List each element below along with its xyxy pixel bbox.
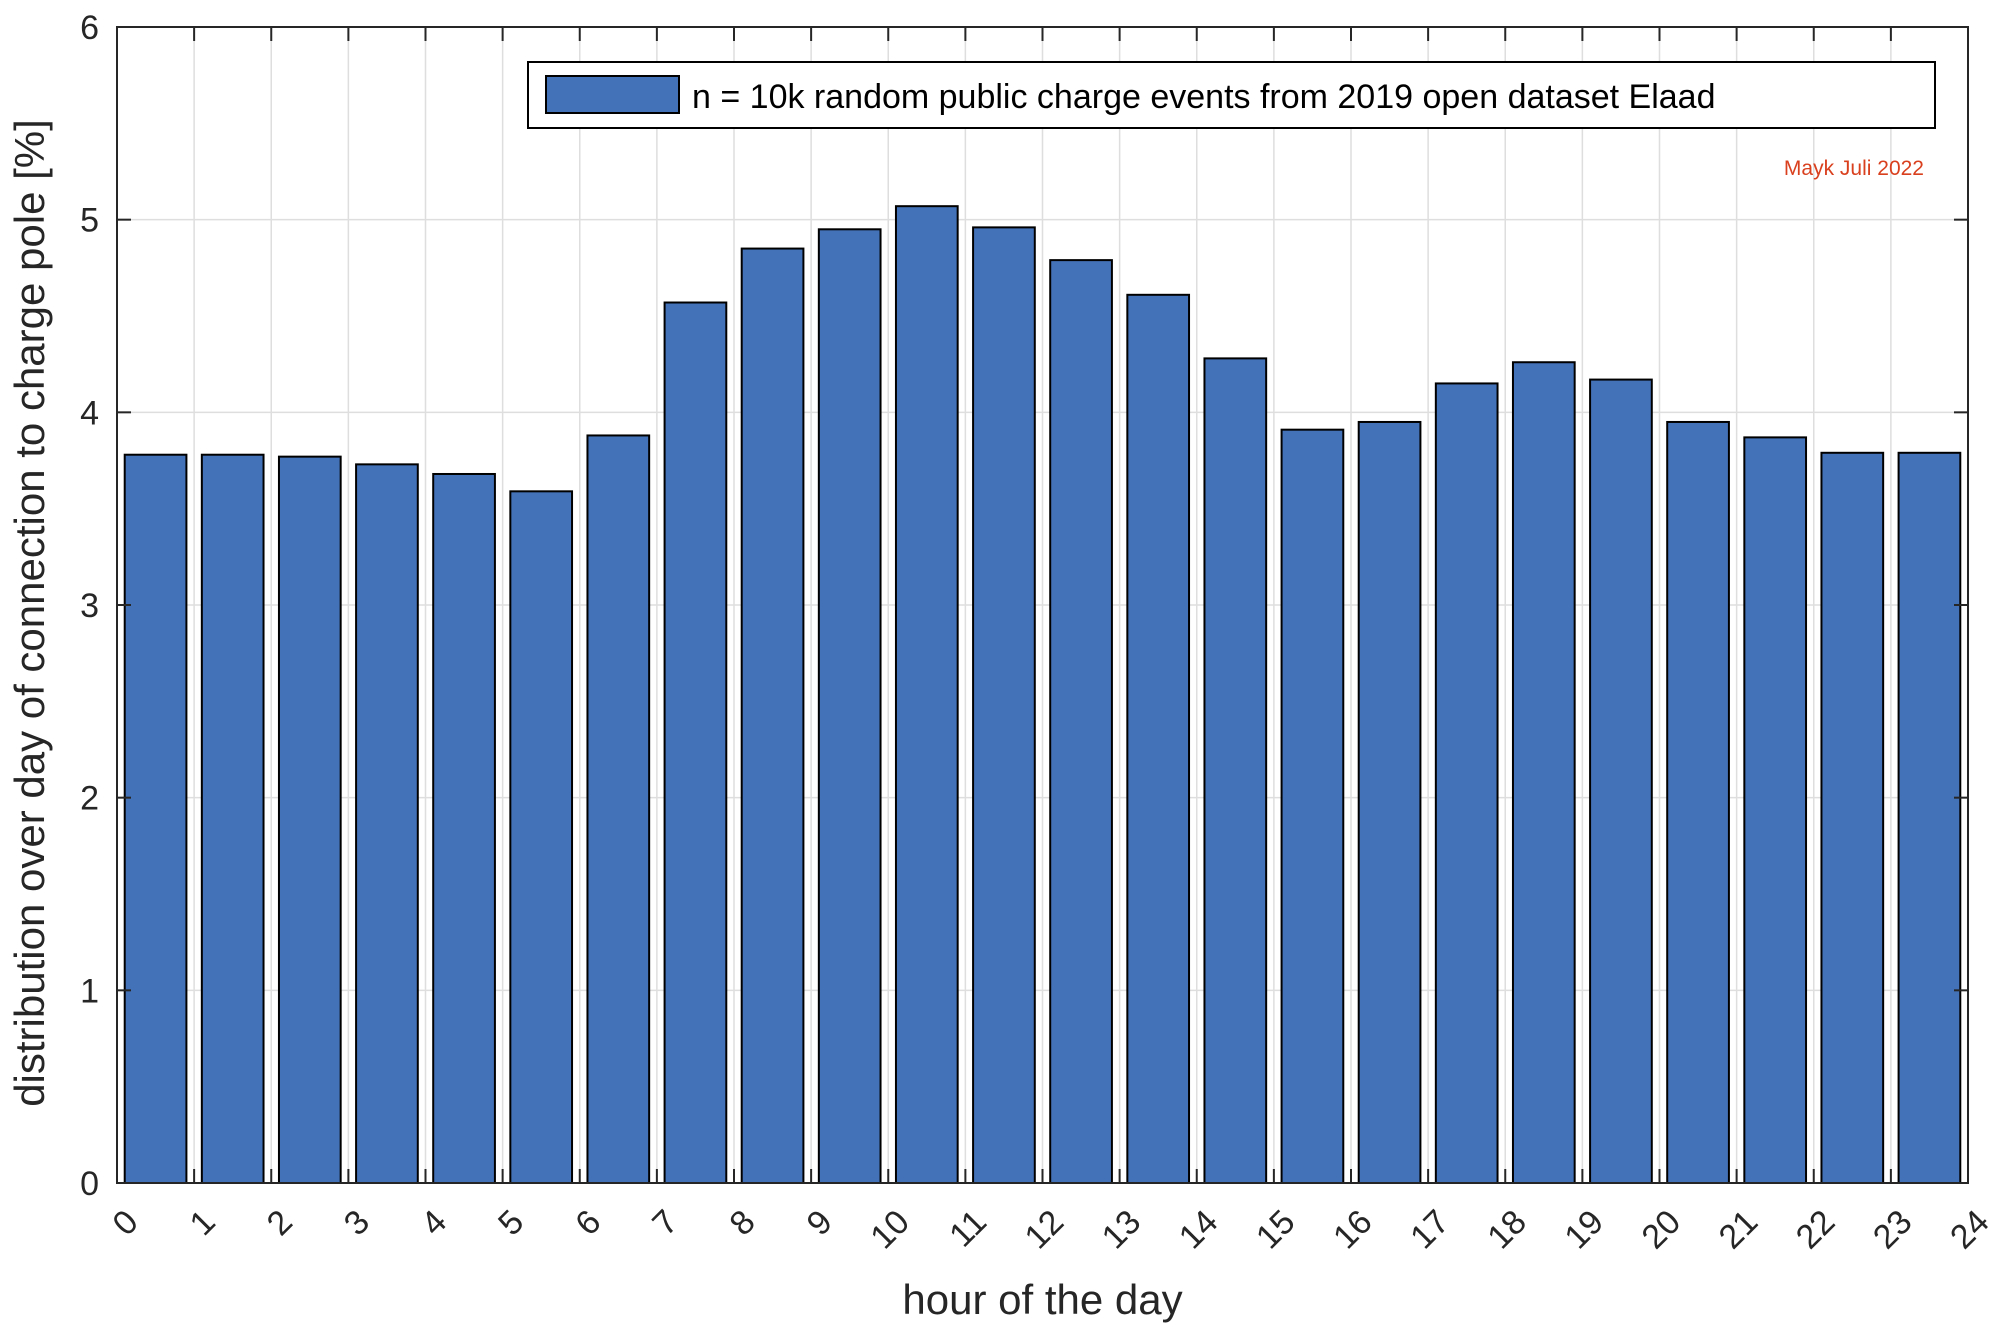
bar-hour-11 (972, 226, 1036, 1184)
author-annotation: Mayk Juli 2022 (1784, 157, 1924, 180)
x-tick-label: 10 (863, 1203, 917, 1257)
bar-hour-9 (817, 228, 882, 1185)
x-tick-label: 14 (1172, 1203, 1226, 1257)
bar-hour-13 (1126, 293, 1191, 1185)
bar-hour-17 (1434, 382, 1499, 1184)
x-axis-label: hour of the day (902, 1276, 1182, 1323)
x-tick-label: 1 (183, 1203, 223, 1243)
x-axis-tick-labels: 0 1 2 3 4 5 6 7 8 9 10 11 12 13 14 15 16 17 18 19 20 21 22 23 24 (105, 1203, 1996, 1257)
bar-hour-2 (277, 455, 342, 1184)
bar-hour-19 (1589, 378, 1653, 1184)
y-tick-label: 2 (80, 780, 99, 818)
x-tick-label: 21 (1712, 1203, 1766, 1257)
bar-hour-0 (123, 453, 188, 1185)
x-tick-label: 12 (1018, 1203, 1072, 1257)
x-tick-label: 18 (1480, 1203, 1534, 1257)
legend-swatch (545, 75, 680, 114)
x-tick-label: 20 (1635, 1203, 1689, 1257)
bar-hour-3 (355, 463, 419, 1184)
bar-hour-5 (509, 490, 574, 1184)
bars (123, 205, 1962, 1185)
legend: n = 10k random public charge events from… (527, 61, 1936, 129)
legend-box (527, 61, 1936, 129)
bar-hour-12 (1049, 259, 1113, 1185)
x-tick-label: 15 (1249, 1203, 1303, 1257)
bar-hour-10 (894, 205, 959, 1184)
x-tick-label: 22 (1789, 1203, 1843, 1257)
x-tick-label: 8 (722, 1203, 762, 1243)
y-axis-tick-labels: 0 1 2 3 4 5 6 (80, 9, 99, 1203)
axis-ticks (116, 26, 1969, 1184)
bar-hour-16 (1357, 420, 1422, 1184)
x-tick-label: 16 (1326, 1203, 1380, 1257)
bar-hour-22 (1820, 451, 1885, 1184)
x-tick-label: 0 (105, 1203, 145, 1243)
bar-hour-23 (1897, 451, 1962, 1184)
bar-hour-18 (1511, 361, 1576, 1184)
y-tick-label: 4 (80, 394, 99, 432)
x-tick-label: 23 (1866, 1203, 1920, 1257)
x-tick-label: 2 (260, 1203, 300, 1243)
x-tick-label: 19 (1557, 1203, 1611, 1257)
x-tick-label: 6 (568, 1203, 608, 1243)
bar-hour-6 (586, 434, 651, 1185)
bar-hour-4 (432, 472, 496, 1184)
x-tick-label: 5 (491, 1203, 531, 1243)
x-tick-label: 17 (1403, 1203, 1457, 1257)
y-tick-label: 5 (80, 202, 99, 240)
y-axis-label: distribution over day of connection to c… (6, 119, 53, 1107)
legend-entry-label: n = 10k random public charge events from… (692, 78, 1716, 116)
x-tick-label: 3 (337, 1203, 377, 1243)
bar-hour-21 (1743, 436, 1808, 1184)
x-tick-label: 9 (800, 1203, 840, 1243)
y-tick-label: 0 (80, 1165, 99, 1203)
bar-hour-20 (1666, 420, 1730, 1184)
y-tick-label: 1 (80, 972, 99, 1010)
x-tick-label: 11 (942, 1203, 994, 1255)
x-tick-label: 4 (414, 1203, 454, 1243)
bar-hour-15 (1280, 428, 1345, 1184)
bar-hour-1 (200, 453, 265, 1185)
x-tick-label: 13 (1095, 1203, 1149, 1257)
bar-hour-7 (663, 301, 728, 1185)
y-tick-label: 6 (80, 9, 99, 47)
x-tick-label: 7 (645, 1203, 685, 1243)
bar-hour-8 (740, 247, 805, 1185)
bar-hour-14 (1203, 357, 1268, 1184)
y-tick-label: 3 (80, 587, 99, 625)
x-tick-label: 24 (1943, 1203, 1997, 1257)
